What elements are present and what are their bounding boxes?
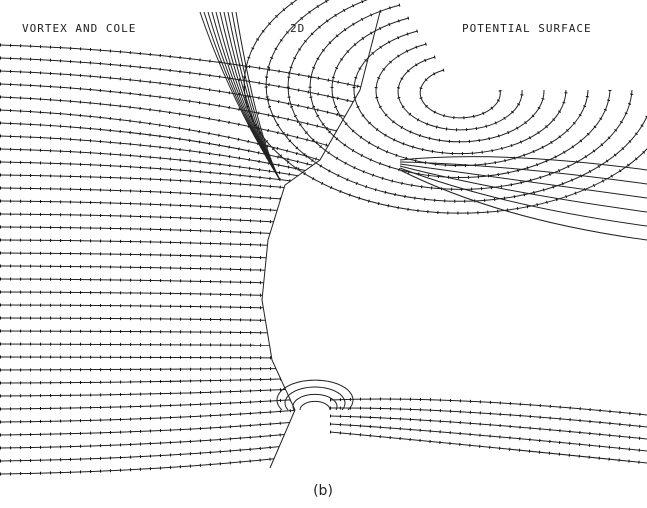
header-right: POTENTIAL SURFACE [462, 22, 592, 35]
streamline [0, 410, 295, 422]
caption: (b) [313, 483, 333, 499]
streamline [285, 387, 345, 410]
streamline [0, 253, 266, 258]
streamline [0, 422, 290, 435]
streamline [0, 162, 291, 181]
streamline [0, 188, 281, 199]
streamline [0, 447, 279, 461]
streamline [0, 149, 298, 176]
streamline [332, 18, 588, 166]
streamline [0, 389, 286, 396]
streamline [300, 401, 330, 410]
streamline [0, 279, 264, 283]
streamline [0, 305, 263, 308]
streamline [0, 318, 265, 320]
streamline [0, 84, 337, 131]
streamline [0, 435, 284, 448]
streamline [0, 175, 284, 187]
page: VORTEX AND COLE 2D POTENTIAL SURFACE (b) [0, 0, 647, 508]
streamline [0, 266, 265, 270]
streamline [0, 201, 277, 210]
streamline [0, 149, 298, 176]
streamline [0, 175, 284, 187]
streamline [420, 70, 500, 118]
streamline [0, 58, 353, 102]
streamline [0, 162, 291, 181]
streamline [0, 201, 277, 210]
streamline [0, 84, 337, 131]
streamline [0, 389, 286, 396]
streamline [0, 435, 284, 448]
streamline [0, 188, 281, 199]
streamline [0, 400, 290, 409]
streamline [0, 45, 361, 87]
streamline [330, 399, 647, 415]
streamline [0, 400, 290, 409]
streamline [0, 331, 267, 333]
streamline [236, 12, 280, 180]
streamline [0, 240, 267, 245]
streamline [0, 422, 290, 435]
streamline [0, 71, 345, 116]
streamline [0, 227, 270, 233]
streamline [376, 44, 544, 142]
streamline [330, 399, 647, 415]
streamline [0, 292, 262, 295]
streamlines [0, 0, 647, 474]
header-center: 2D [290, 22, 305, 35]
streamline [0, 447, 279, 461]
header-left: VORTEX AND COLE [22, 22, 136, 35]
streamline [398, 57, 522, 130]
streamline [0, 214, 274, 222]
streamline [0, 45, 361, 87]
figure: VORTEX AND COLE 2D POTENTIAL SURFACE (b) [0, 0, 647, 508]
streamline [224, 12, 280, 180]
streamline [0, 58, 353, 102]
streamline [0, 71, 345, 116]
